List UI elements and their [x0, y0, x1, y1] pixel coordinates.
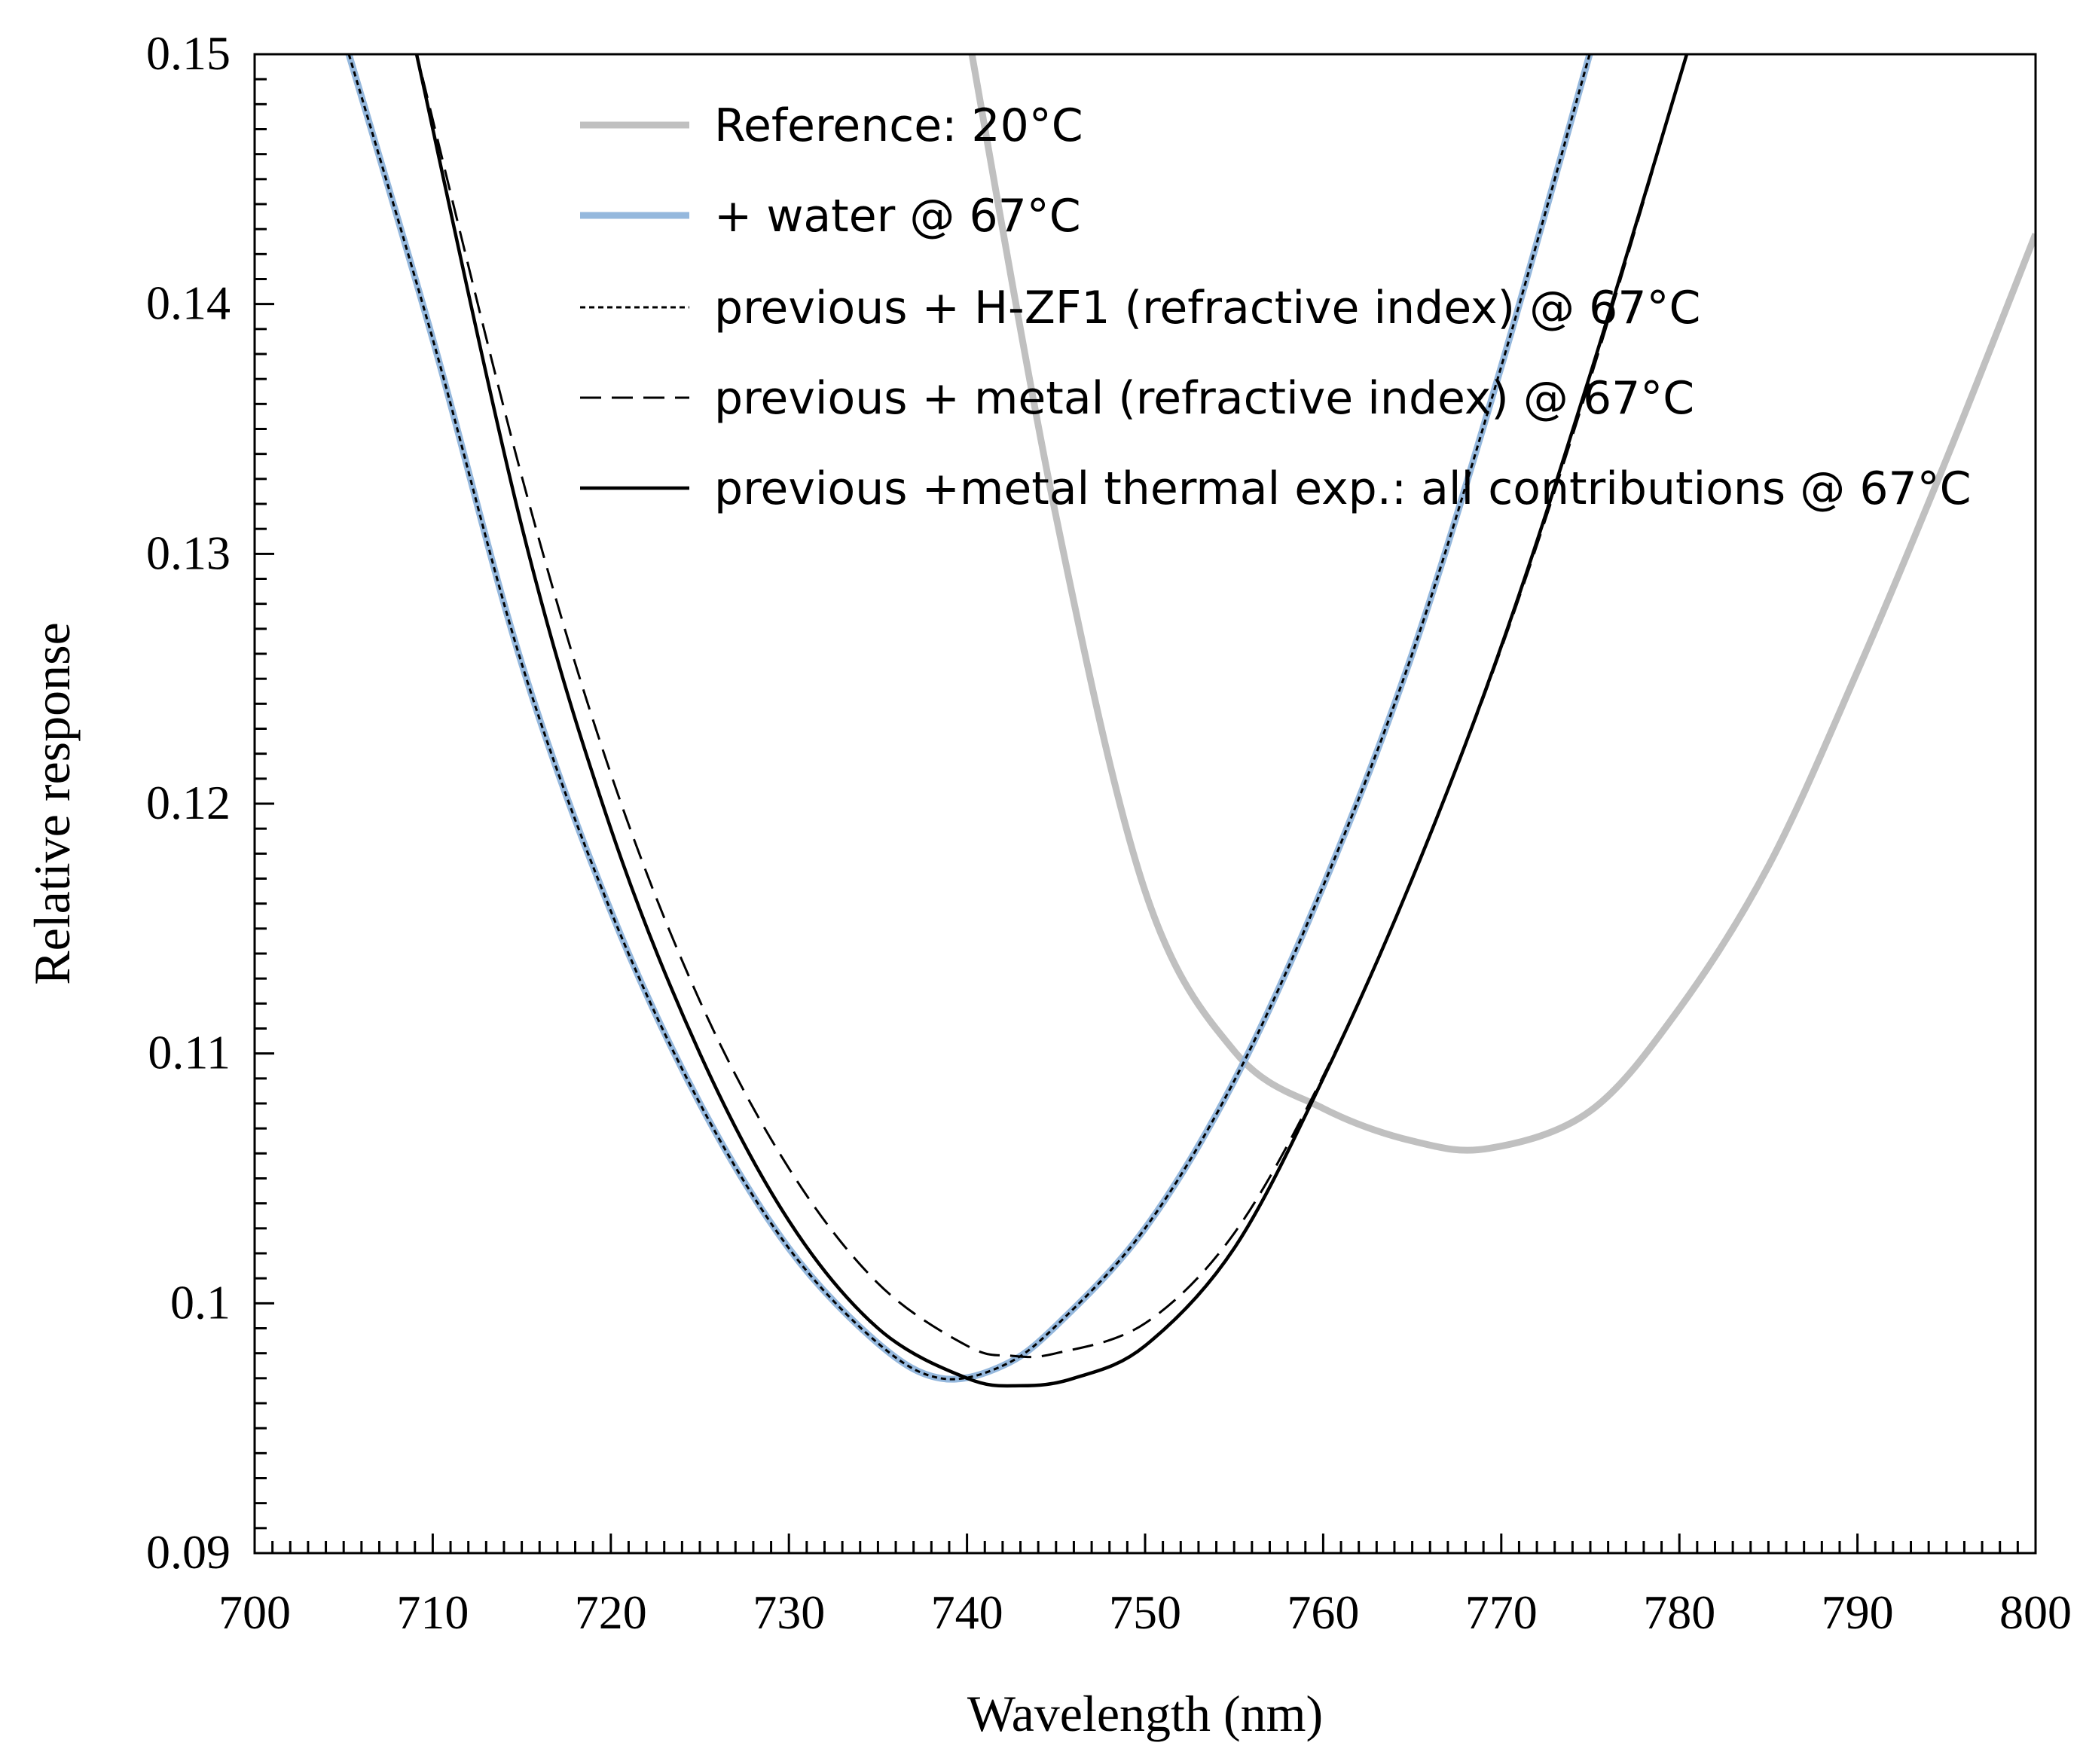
x-tick-label: 780	[1643, 1585, 1715, 1639]
x-axis-title: Wavelength (nm)	[967, 1685, 1323, 1742]
y-tick-label: 0.12	[146, 776, 231, 829]
series-all-contributions-67c	[414, 54, 1689, 1388]
y-tick-label: 0.13	[146, 526, 231, 579]
x-tick-label: 740	[931, 1585, 1003, 1639]
x-tick-label: 710	[396, 1585, 469, 1639]
y-tick-label: 0.14	[146, 276, 231, 330]
y-tick-labels: 0.09 0.1 0.11 0.12 0.13 0.14 0.15	[146, 26, 231, 1579]
x-tick-label: 750	[1109, 1585, 1181, 1639]
x-tick-label: 790	[1822, 1585, 1894, 1639]
legend: Reference: 20°C + water @ 67°C previous + …	[580, 99, 1972, 515]
legend-label: previous +metal thermal exp.: all contri…	[714, 462, 1972, 515]
x-tick-label: 730	[753, 1585, 825, 1639]
y-tick-label: 0.1	[170, 1275, 231, 1329]
x-tick-label: 720	[575, 1585, 647, 1639]
series-metal-ri-67c	[415, 54, 1688, 1359]
legend-label: previous + metal (refractive index) @ 67…	[714, 372, 1694, 425]
y-axis-title: Relative response	[23, 622, 81, 985]
x-tick-label: 700	[218, 1585, 291, 1639]
minor-ticks	[255, 78, 2019, 1553]
x-tick-labels: 700 710 720 730 740 750 760 770 780 790 800	[218, 1585, 2072, 1639]
x-tick-label: 770	[1465, 1585, 1538, 1639]
x-tick-label: 760	[1287, 1585, 1359, 1639]
y-tick-label: 0.15	[146, 26, 231, 80]
legend-label: Reference: 20°C	[714, 99, 1083, 152]
legend-label: + water @ 67°C	[714, 190, 1081, 243]
plot-frame	[253, 53, 2037, 1555]
series-layer	[345, 54, 2036, 1388]
legend-label: previous + H-ZF1 (refractive index) @ 67…	[714, 282, 1700, 334]
x-tick-label: 800	[1999, 1585, 2072, 1639]
y-tick-label: 0.11	[148, 1026, 231, 1079]
series-reference-20c	[968, 54, 2036, 1154]
y-tick-label: 0.09	[146, 1525, 231, 1579]
